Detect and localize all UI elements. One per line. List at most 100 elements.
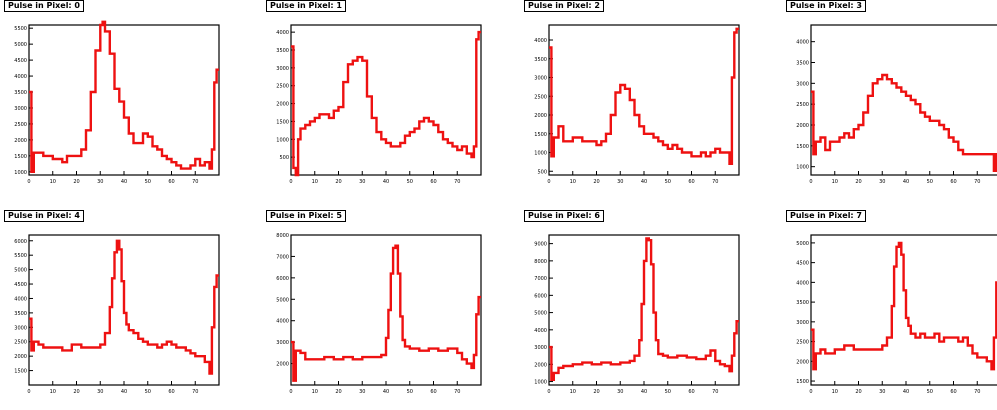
y-tick-label: 4000 <box>534 38 547 44</box>
x-tick-label: 50 <box>927 179 933 185</box>
x-tick-label: 20 <box>593 389 599 395</box>
y-tick-label: 6000 <box>276 276 289 282</box>
y-tick-label: 3500 <box>14 311 27 317</box>
x-tick-label: 30 <box>617 179 623 185</box>
y-tick-label: 3500 <box>796 61 809 67</box>
y-tick-label: 5000 <box>14 42 27 48</box>
x-tick-label: 40 <box>903 389 909 395</box>
x-tick-label: 20 <box>855 179 861 185</box>
y-tick-label: 8000 <box>276 233 289 239</box>
pulse-series-line <box>549 29 739 164</box>
y-tick-label: 3000 <box>796 81 809 87</box>
plot-frame <box>291 25 481 175</box>
x-tick-label: 10 <box>312 179 318 185</box>
pulse-series-line <box>29 22 219 172</box>
chart-plot-6: 1000200030004000500060007000800090000 10 2… <box>520 210 735 410</box>
x-tick-label: 60 <box>430 179 436 185</box>
y-tick-label: 4000 <box>276 319 289 325</box>
x-tick-label: 60 <box>688 179 694 185</box>
chart-panel-7: Pulse in Pixel: 7 1500 2000 2500 3000 3500 400… <box>782 210 997 410</box>
y-tick-label: 2500 <box>796 102 809 108</box>
y-tick-label: 1500 <box>796 379 809 385</box>
y-tick-label: 6000 <box>534 293 547 299</box>
y-tick-label: 1500 <box>534 132 547 138</box>
y-tick-label: 2500 <box>14 340 27 346</box>
y-tick-label: 5000 <box>276 297 289 303</box>
y-tick-label: 5000 <box>534 311 547 317</box>
y-tick-label: 1500 <box>276 119 289 125</box>
y-tick-label: 2500 <box>14 122 27 128</box>
pulse-series-line <box>291 246 481 381</box>
y-tick-label: 1000 <box>14 170 27 176</box>
x-tick-label: 40 <box>383 389 389 395</box>
y-tick-label: 4000 <box>14 296 27 302</box>
chart-panel-5: Pulse in Pixel: 5 2000 3000 4000 5000 6000 700… <box>262 210 502 410</box>
y-tick-label: 8000 <box>534 259 547 265</box>
x-tick-label: 0 <box>809 179 812 185</box>
chart-plot-4: 1500 2000 2500 3000 3500 4000 4500 5000 5500 6000… <box>0 210 215 410</box>
x-tick-label: 40 <box>641 179 647 185</box>
y-tick-label: 1000 <box>796 165 809 171</box>
chart-plot-1: 500 1000 1500 2000 2500 3000 3500 4000 0 10 20 30 40… <box>262 0 477 200</box>
x-tick-label: 10 <box>312 389 318 395</box>
chart-panel-3: Pulse in Pixel: 3 1000 1500 2000 2500 3000 350… <box>782 0 997 200</box>
y-tick-label: 7000 <box>276 254 289 260</box>
y-tick-label: 4500 <box>14 58 27 64</box>
y-tick-label: 4500 <box>796 261 809 267</box>
x-tick-label: 20 <box>855 389 861 395</box>
y-tick-label: 9000 <box>534 242 547 248</box>
x-tick-label: 30 <box>359 389 365 395</box>
x-tick-label: 30 <box>97 389 103 395</box>
x-tick-label: 60 <box>950 179 956 185</box>
y-tick-label: 2500 <box>276 84 289 90</box>
x-tick-label: 0 <box>809 389 812 395</box>
chart-panel-6: Pulse in Pixel: 6 1000 2000 3000 4000 5000 600… <box>520 210 760 410</box>
x-tick-label: 40 <box>121 389 127 395</box>
x-tick-label: 40 <box>121 179 127 185</box>
x-tick-label: 30 <box>359 179 365 185</box>
plot-frame <box>811 25 997 175</box>
x-tick-label: 50 <box>407 179 413 185</box>
x-tick-label: 20 <box>73 179 79 185</box>
y-tick-label: 4000 <box>796 280 809 286</box>
x-tick-label: 30 <box>879 389 885 395</box>
pulse-series-line <box>29 241 219 374</box>
plot-frame <box>291 235 481 385</box>
y-tick-label: 2500 <box>796 340 809 346</box>
y-tick-label: 3000 <box>276 66 289 72</box>
y-tick-label: 1000 <box>534 380 547 386</box>
x-tick-label: 20 <box>335 179 341 185</box>
x-tick-label: 70 <box>454 179 460 185</box>
y-tick-label: 3000 <box>534 345 547 351</box>
y-tick-label: 3500 <box>796 300 809 306</box>
y-tick-label: 500 <box>279 155 289 161</box>
y-tick-label: 5000 <box>796 241 809 247</box>
y-tick-label: 4000 <box>796 40 809 46</box>
x-tick-label: 70 <box>454 389 460 395</box>
y-tick-label: 3000 <box>14 106 27 112</box>
y-tick-label: 7000 <box>534 276 547 282</box>
x-tick-label: 0 <box>547 179 550 185</box>
y-tick-label: 2000 <box>276 362 289 368</box>
x-tick-label: 0 <box>27 179 30 185</box>
x-tick-label: 60 <box>688 389 694 395</box>
x-tick-label: 0 <box>289 389 292 395</box>
x-tick-label: 40 <box>641 389 647 395</box>
x-tick-label: 70 <box>974 389 980 395</box>
y-tick-label: 6000 <box>14 239 27 245</box>
pulse-series-line <box>291 32 481 175</box>
x-tick-label: 70 <box>192 179 198 185</box>
y-tick-label: 2500 <box>534 94 547 100</box>
y-tick-label: 2000 <box>14 354 27 360</box>
y-tick-label: 2000 <box>796 123 809 129</box>
x-tick-label: 70 <box>192 389 198 395</box>
y-tick-label: 2000 <box>534 362 547 368</box>
x-tick-label: 30 <box>879 179 885 185</box>
chart-plot-2: 500 1000 1500 2000 2500 3000 3500 4000 0 10 20 30 40… <box>520 0 735 200</box>
y-tick-label: 3500 <box>276 48 289 54</box>
y-tick-label: 4500 <box>14 282 27 288</box>
chart-panel-1: Pulse in Pixel: 1 500 1000 1500 2000 2500 3000… <box>262 0 502 200</box>
x-tick-label: 70 <box>712 389 718 395</box>
y-tick-label: 2000 <box>14 138 27 144</box>
chart-panel-4: Pulse in Pixel: 4 1500 2000 2500 3000 3500 400… <box>0 210 240 410</box>
